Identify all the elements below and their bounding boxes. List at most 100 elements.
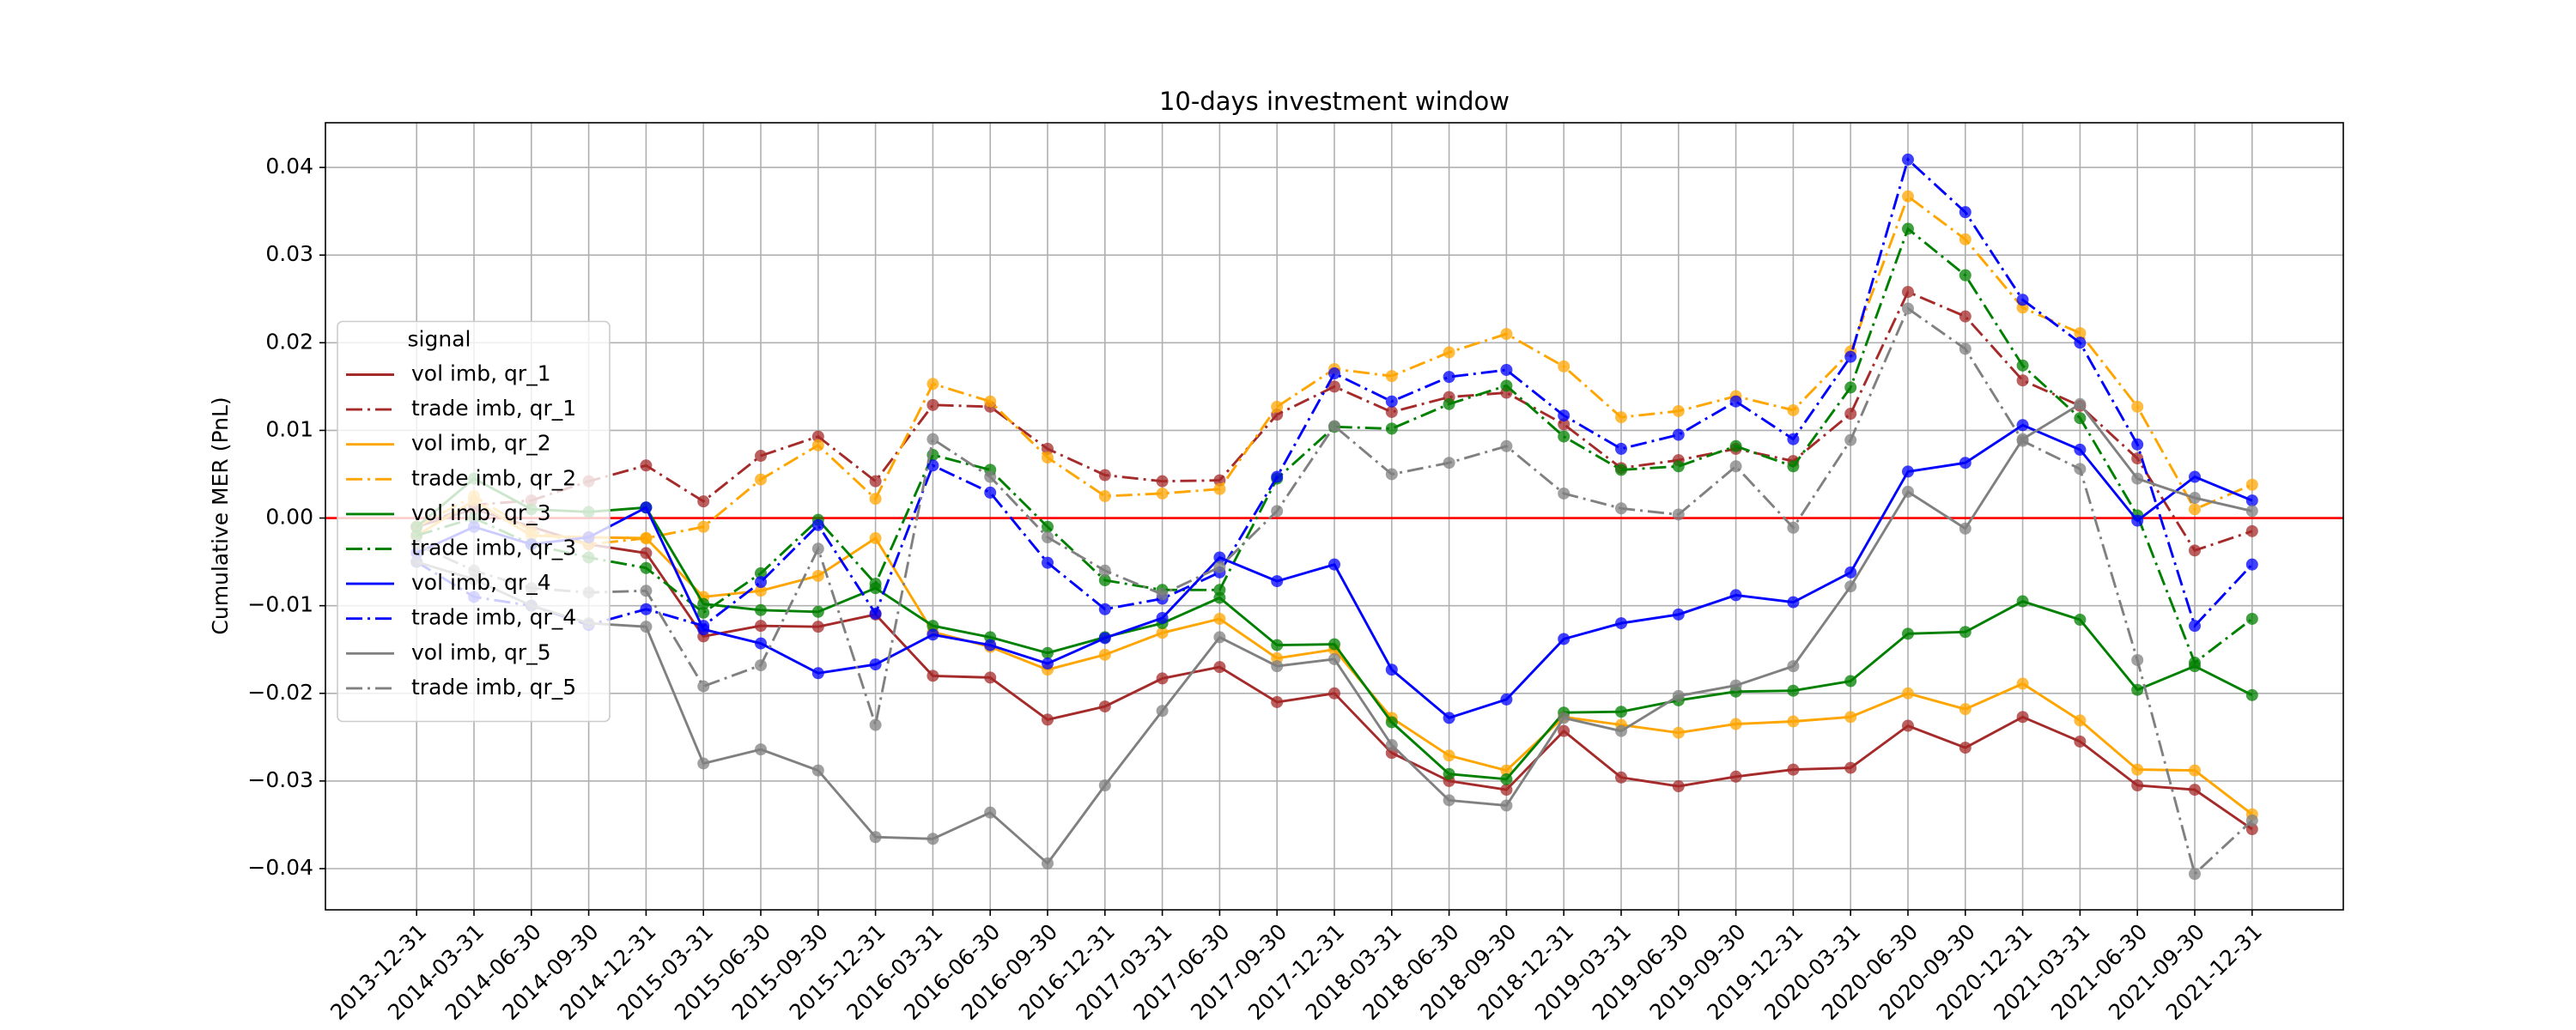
marker xyxy=(640,501,653,514)
marker xyxy=(1959,206,1971,219)
marker xyxy=(1042,520,1054,533)
marker xyxy=(2074,336,2087,349)
marker xyxy=(1787,460,1800,473)
marker xyxy=(2074,412,2087,425)
marker xyxy=(2131,653,2144,666)
marker xyxy=(1328,420,1340,433)
marker xyxy=(755,473,768,486)
marker xyxy=(927,833,939,845)
marker xyxy=(1213,551,1226,564)
marker xyxy=(697,597,710,610)
marker xyxy=(1844,761,1857,774)
marker xyxy=(1328,652,1340,665)
marker xyxy=(1443,794,1455,807)
marker xyxy=(1156,475,1169,488)
marker xyxy=(1959,233,1971,245)
marker xyxy=(1672,608,1685,621)
marker xyxy=(1614,724,1627,737)
marker xyxy=(1098,564,1111,577)
marker xyxy=(1614,464,1627,476)
marker xyxy=(1213,612,1226,625)
legend-label: vol imb, qr_5 xyxy=(411,639,551,664)
marker xyxy=(2188,503,2201,516)
marker xyxy=(1385,663,1398,676)
marker xyxy=(1271,400,1284,413)
marker xyxy=(1156,588,1169,601)
marker xyxy=(1098,632,1111,645)
marker xyxy=(1098,700,1111,713)
marker xyxy=(2131,779,2144,791)
marker xyxy=(1443,371,1455,384)
marker xyxy=(869,475,882,488)
marker xyxy=(1443,346,1455,359)
marker xyxy=(2188,657,2201,670)
marker xyxy=(2245,814,2258,827)
marker xyxy=(1213,482,1226,495)
marker xyxy=(984,806,997,819)
marker xyxy=(869,658,882,671)
y-tick-label: −0.02 xyxy=(247,680,313,705)
marker xyxy=(811,542,824,555)
y-tick-label: 0.03 xyxy=(265,241,313,266)
marker xyxy=(1385,716,1398,729)
marker xyxy=(1672,780,1685,793)
marker xyxy=(2188,544,2201,557)
marker xyxy=(640,532,653,545)
marker xyxy=(1500,379,1513,392)
marker xyxy=(984,671,997,684)
marker xyxy=(1385,468,1398,481)
marker xyxy=(1787,660,1800,673)
series-line xyxy=(416,227,2253,665)
marker xyxy=(1729,770,1742,783)
marker xyxy=(2016,595,2029,608)
marker xyxy=(697,680,710,693)
marker xyxy=(927,628,939,641)
marker xyxy=(1500,363,1513,376)
marker xyxy=(1443,397,1455,410)
marker xyxy=(755,576,768,589)
marker xyxy=(984,486,997,499)
marker xyxy=(1098,648,1111,661)
legend-box xyxy=(337,320,611,723)
marker xyxy=(1672,428,1685,441)
marker xyxy=(1614,502,1627,515)
marker xyxy=(2074,463,2087,476)
marker xyxy=(2188,764,2201,777)
marker xyxy=(1558,430,1571,443)
marker xyxy=(927,670,939,682)
legend-label: trade imb, qr_3 xyxy=(411,536,576,560)
marker xyxy=(1156,627,1169,639)
marker xyxy=(1098,469,1111,482)
marker xyxy=(2245,524,2258,537)
marker xyxy=(1042,451,1054,464)
marker xyxy=(1042,442,1054,455)
marker xyxy=(1901,302,1914,315)
marker xyxy=(1672,460,1685,473)
legend-label: vol imb, qr_3 xyxy=(411,500,551,525)
marker xyxy=(811,605,824,618)
marker xyxy=(1271,660,1284,673)
marker xyxy=(1729,589,1742,602)
marker xyxy=(640,459,653,472)
legend-label: vol imb, qr_1 xyxy=(411,361,551,386)
marker xyxy=(1787,403,1800,416)
marker xyxy=(755,743,768,756)
marker xyxy=(1672,508,1685,521)
y-axis-label: Cumulative MER (PnL) xyxy=(208,397,233,634)
marker xyxy=(811,764,824,777)
y-tick-label: 0.01 xyxy=(265,416,313,441)
marker xyxy=(811,430,824,443)
marker xyxy=(755,637,768,650)
marker xyxy=(927,620,939,633)
marker xyxy=(2188,784,2201,797)
marker xyxy=(2131,763,2144,776)
marker xyxy=(2016,374,2029,387)
marker xyxy=(1558,409,1571,422)
marker xyxy=(811,667,824,680)
marker xyxy=(1156,672,1169,685)
marker xyxy=(1901,485,1914,498)
marker xyxy=(811,569,824,582)
marker xyxy=(1787,763,1800,776)
